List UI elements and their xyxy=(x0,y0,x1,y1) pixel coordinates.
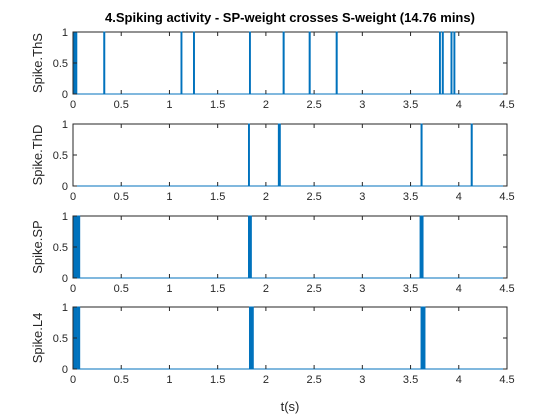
x-tick-label: 1.5 xyxy=(210,191,225,203)
y-tick-label: 0 xyxy=(62,364,68,376)
x-tick-label: 2.5 xyxy=(306,99,321,111)
x-tick-label: 2 xyxy=(263,99,269,111)
axes-box xyxy=(72,31,508,95)
y-axis-label: Spike.ThD xyxy=(30,125,45,186)
x-tick-label: 0 xyxy=(70,191,76,203)
subplots: 0 0.5 1 1.5 2 2.5 3 3.5 4 4.5 0 0.5 1 Spike.ThS 0 0.5 1 1… xyxy=(30,27,515,386)
x-tick-label: 4.5 xyxy=(499,374,514,386)
y-tick-label: 0.5 xyxy=(53,242,68,254)
subplot-4: 0 0.5 1 1.5 2 2.5 3 3.5 4 4.5 0 0.5 1 Spike.L4 xyxy=(30,302,515,386)
x-tick-label: 3.5 xyxy=(403,191,418,203)
x-tick-label: 4 xyxy=(456,374,462,386)
x-tick-label: 4 xyxy=(456,191,462,203)
x-tick-label: 2 xyxy=(263,283,269,295)
x-tick-label: 1.5 xyxy=(210,283,225,295)
x-tick-label: 2.5 xyxy=(306,283,321,295)
y-tick-label: 0.5 xyxy=(53,150,68,162)
x-tick-label: 2.5 xyxy=(306,191,321,203)
x-tick-label: 0.5 xyxy=(114,191,129,203)
x-tick-label: 3.5 xyxy=(403,283,418,295)
y-tick-label: 0 xyxy=(62,89,68,101)
x-tick-label: 1.5 xyxy=(210,99,225,111)
y-tick-label: 1 xyxy=(62,27,68,39)
chart-title: 4.Spiking activity - SP-weight crosses S… xyxy=(105,10,475,25)
x-tick-label: 0 xyxy=(70,374,76,386)
x-tick-label: 0 xyxy=(70,99,76,111)
y-tick-label: 0 xyxy=(62,181,68,193)
x-tick-label: 1 xyxy=(166,374,172,386)
x-tick-label: 4.5 xyxy=(499,283,514,295)
y-tick-label: 1 xyxy=(62,302,68,314)
x-tick-label: 3.5 xyxy=(403,374,418,386)
x-axis-label: t(s) xyxy=(281,399,300,414)
x-tick-label: 1 xyxy=(166,99,172,111)
x-tick-label: 2 xyxy=(263,191,269,203)
x-tick-label: 2 xyxy=(263,374,269,386)
x-tick-label: 4 xyxy=(456,283,462,295)
y-tick-label: 0.5 xyxy=(53,333,68,345)
x-tick-label: 1 xyxy=(166,283,172,295)
y-axis-label: Spike.L4 xyxy=(30,313,45,364)
x-tick-label: 0.5 xyxy=(114,99,129,111)
x-tick-label: 2.5 xyxy=(306,374,321,386)
x-tick-label: 0.5 xyxy=(114,283,129,295)
y-tick-label: 1 xyxy=(62,211,68,223)
subplot-1: 0 0.5 1 1.5 2 2.5 3 3.5 4 4.5 0 0.5 1 Spike.ThS xyxy=(30,27,515,111)
axes-box xyxy=(72,123,508,187)
y-tick-label: 1 xyxy=(62,119,68,131)
subplot-3: 0 0.5 1 1.5 2 2.5 3 3.5 4 4.5 0 0.5 1 Spike.SP xyxy=(30,211,515,295)
x-tick-label: 1 xyxy=(166,191,172,203)
axes-box xyxy=(72,306,508,370)
x-tick-label: 3 xyxy=(359,99,365,111)
x-tick-label: 0.5 xyxy=(114,374,129,386)
y-axis-label: Spike.SP xyxy=(30,220,45,273)
y-axis-label: Spike.ThS xyxy=(30,33,45,93)
x-tick-label: 3 xyxy=(359,191,365,203)
x-tick-label: 3 xyxy=(359,283,365,295)
x-tick-label: 4 xyxy=(456,99,462,111)
x-tick-label: 3 xyxy=(359,374,365,386)
x-tick-label: 4.5 xyxy=(499,191,514,203)
x-tick-label: 1.5 xyxy=(210,374,225,386)
x-tick-label: 4.5 xyxy=(499,99,514,111)
y-tick-label: 0 xyxy=(62,273,68,285)
subplot-2: 0 0.5 1 1.5 2 2.5 3 3.5 4 4.5 0 0.5 1 Spike.ThD xyxy=(30,119,515,203)
x-tick-label: 3.5 xyxy=(403,99,418,111)
axes-box xyxy=(72,215,508,279)
y-tick-label: 0.5 xyxy=(53,58,68,70)
x-tick-label: 0 xyxy=(70,283,76,295)
